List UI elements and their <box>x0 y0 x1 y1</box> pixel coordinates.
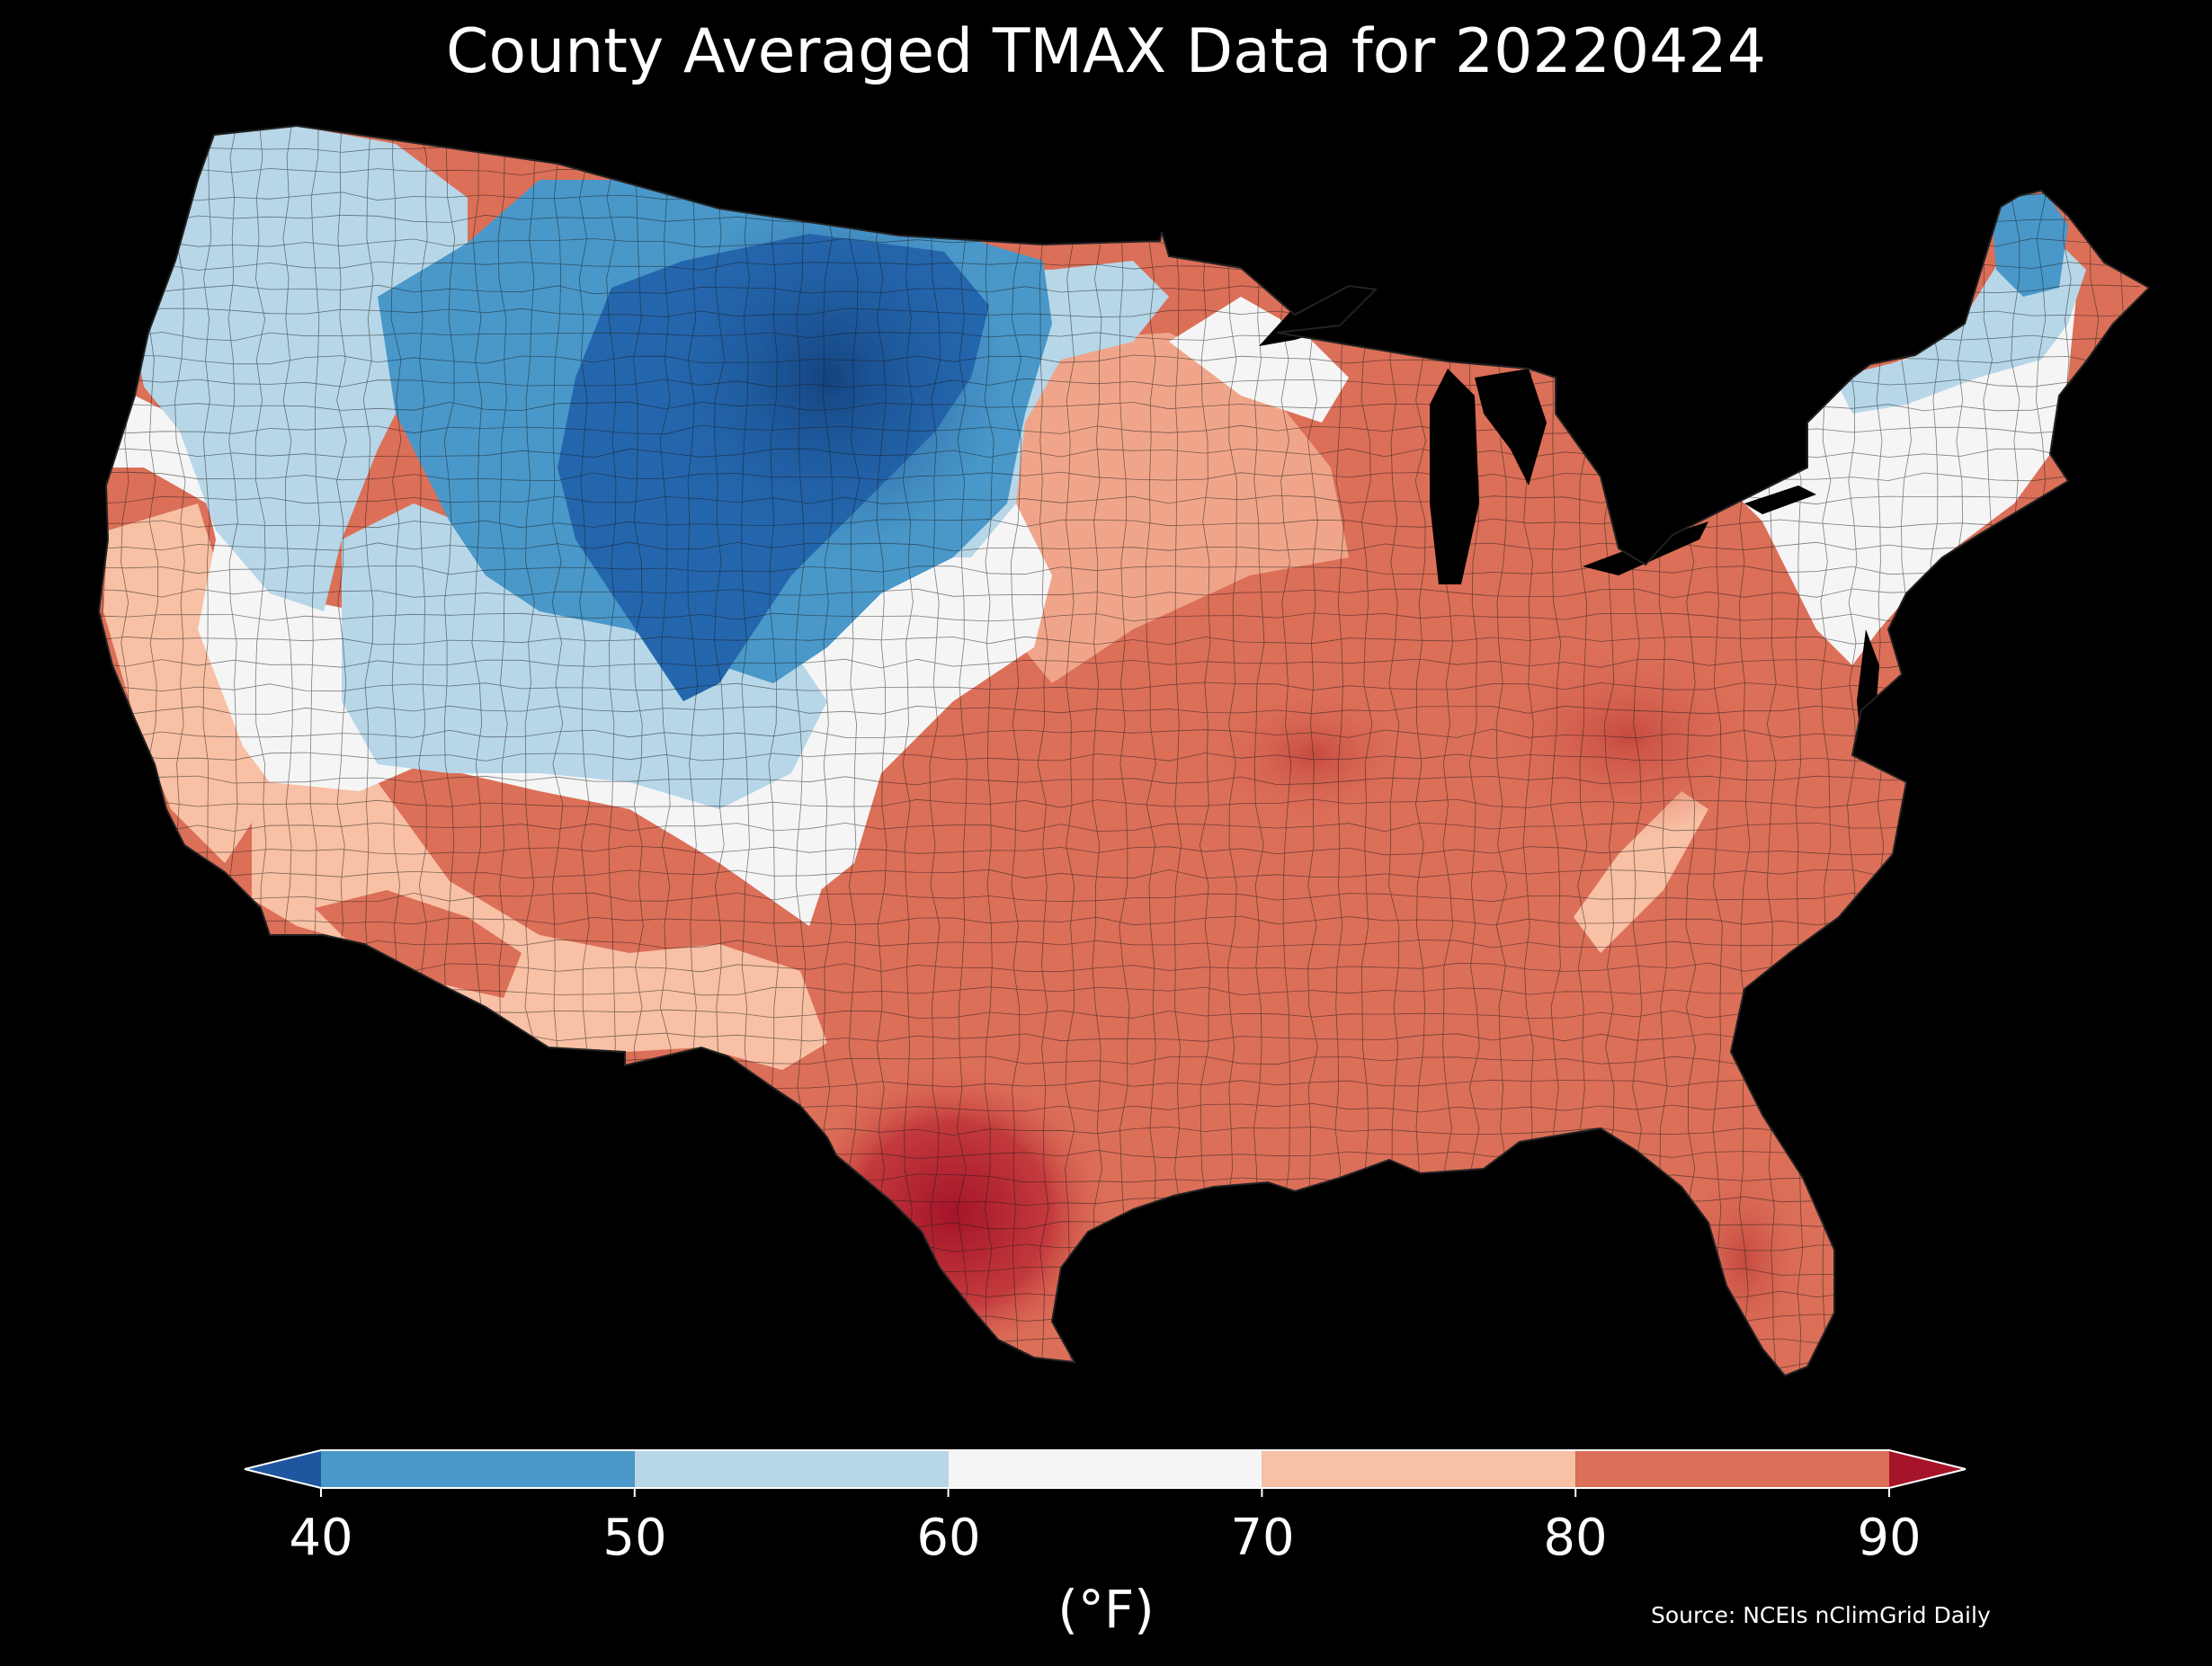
county-border-row <box>99 915 2141 926</box>
colorbar-segment <box>634 1450 949 1488</box>
county-border-col <box>1119 126 1130 1372</box>
county-border-col <box>848 126 861 1372</box>
zone-70-80-appalachia <box>1574 791 1708 953</box>
colorbar-tick-60: 60 <box>916 1509 981 1567</box>
county-border-row <box>99 682 2141 692</box>
county-border-row <box>99 518 2141 529</box>
county-border-row <box>99 471 2141 482</box>
zone-70-80-midwest <box>1007 333 1349 683</box>
county-border-row <box>99 612 2141 622</box>
county-border-row <box>99 635 2141 646</box>
county-border-row <box>99 752 2141 762</box>
county-border-col <box>1037 126 1049 1372</box>
colorbar-tick-40: 40 <box>289 1509 353 1567</box>
county-border-row <box>99 869 2141 879</box>
county-border-col <box>929 126 941 1372</box>
colorbar-segment <box>321 1450 635 1488</box>
great-lakes <box>1259 279 1879 746</box>
chesapeake-bay <box>1857 629 1879 746</box>
lake-michigan <box>1430 369 1479 584</box>
colorbar-unit-label: (°F) <box>1057 1579 1155 1640</box>
county-border-col <box>1092 126 1103 1372</box>
colorbar-extend-high <box>1889 1450 1966 1488</box>
zone-40-50-maine <box>1992 193 2068 297</box>
source-credit: Source: NCEIs nClimGrid Daily <box>1651 1602 1991 1628</box>
county-border-row <box>99 775 2141 786</box>
county-border-row <box>99 565 2141 575</box>
colorbar-tick-80: 80 <box>1543 1509 1608 1567</box>
lake-ontario <box>1744 486 1816 514</box>
lake-huron <box>1475 369 1547 486</box>
colorbar-segment <box>1262 1450 1576 1488</box>
colorbar-tick-90: 90 <box>1857 1509 1922 1567</box>
county-border-row <box>99 541 2141 552</box>
county-border-row <box>99 845 2141 856</box>
zone-70-80-california <box>103 503 270 863</box>
county-border-col <box>875 126 887 1372</box>
zone-70-80-southwest <box>252 773 827 1070</box>
colorbar-tick-50: 50 <box>602 1509 667 1567</box>
zone-60-70-greatlakes <box>1169 297 1349 423</box>
county-border-row <box>99 658 2141 669</box>
county-border-row <box>99 705 2141 716</box>
zone-80-90-arizona <box>315 890 522 998</box>
county-border-col <box>1199 126 1211 1372</box>
colorbar-segment <box>1575 1450 1889 1488</box>
county-border-col <box>902 126 914 1372</box>
zone-50-60-west <box>135 126 468 611</box>
county-border-col <box>1064 126 1075 1372</box>
lake-erie <box>1583 521 1708 575</box>
map-title: County Averaged TMAX Data for 20220424 <box>446 16 1766 87</box>
county-border-col <box>1226 126 1237 1372</box>
county-border-col <box>1173 126 1183 1372</box>
lake-superior <box>1259 279 1385 346</box>
county-border-col <box>983 126 995 1372</box>
zone-hot-missouri <box>1205 683 1421 827</box>
county-border-col <box>1253 126 1265 1372</box>
colorbar-tick-70: 70 <box>1230 1509 1295 1567</box>
county-border-col <box>956 126 968 1372</box>
county-border-col <box>1010 126 1022 1372</box>
colorbar-extend-low <box>245 1450 321 1488</box>
county-border-row <box>99 892 2141 903</box>
county-border-row <box>99 798 2141 808</box>
county-border-row <box>99 939 2141 949</box>
county-border-col <box>1145 126 1156 1372</box>
county-border-row <box>99 728 2141 739</box>
colorbar-segment <box>948 1450 1262 1488</box>
